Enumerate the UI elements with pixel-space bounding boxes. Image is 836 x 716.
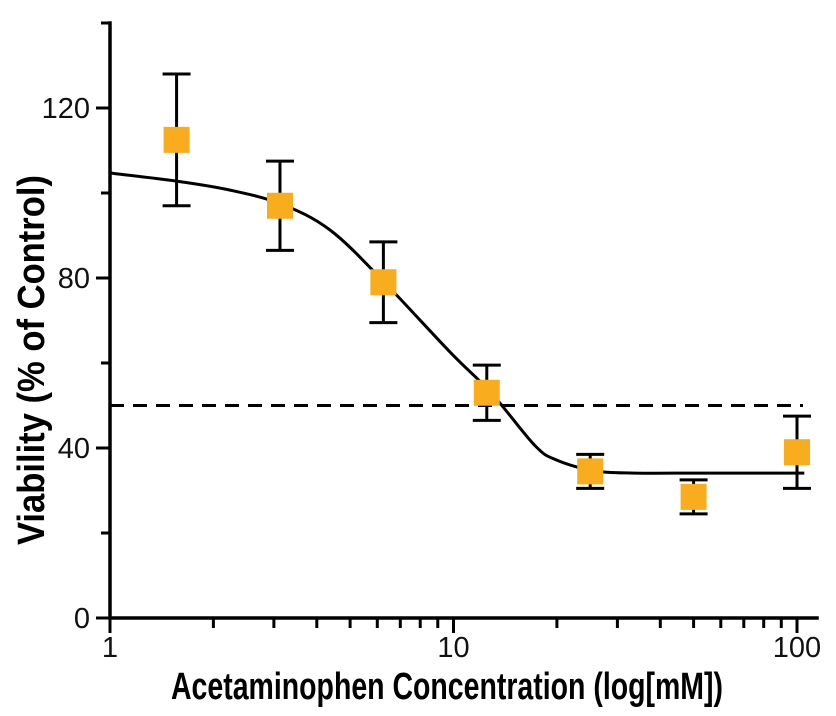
y-tick-label: 0 — [74, 603, 90, 635]
y-axis-title: Viability (% of Control) — [11, 175, 53, 545]
data-point-marker — [163, 126, 190, 153]
data-point-marker — [473, 379, 500, 406]
chart-graphics-under — [109, 72, 811, 516]
x-tick-label: 100 — [773, 632, 821, 664]
data-point-marker — [784, 439, 810, 466]
x-tick-label: 1 — [102, 632, 118, 664]
y-tick-label: 120 — [42, 93, 90, 125]
x-axis-title: Acetaminophen Concentration (log[mM]) — [171, 666, 723, 708]
y-tick-label: 40 — [58, 433, 90, 465]
data-point-marker — [680, 483, 707, 510]
y-tick-label: 80 — [58, 263, 90, 295]
x-tick-label: 10 — [437, 632, 469, 664]
axes-spine — [108, 21, 819, 620]
data-point-marker — [370, 269, 397, 296]
fit-curve — [109, 171, 805, 475]
data-point-marker — [577, 458, 604, 485]
data-point-marker — [266, 192, 293, 219]
